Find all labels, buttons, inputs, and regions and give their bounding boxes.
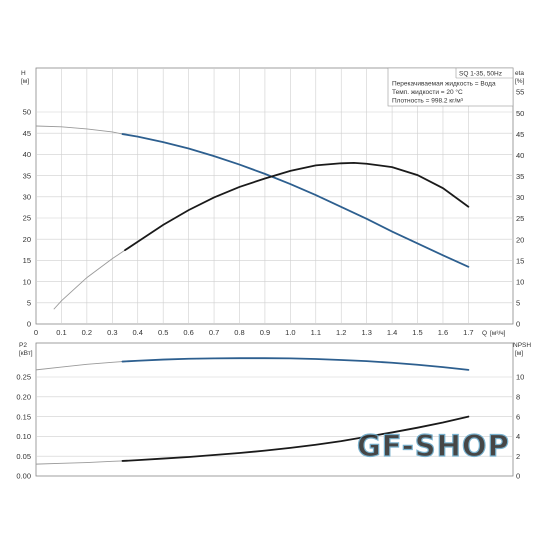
q-tick-label: 0.3 [107, 328, 117, 337]
eta-tick-label: 45 [516, 130, 524, 139]
p2-tick-label: 0.20 [16, 393, 31, 402]
p2-axis-label: P2 [19, 342, 27, 349]
eta-tick-label: 10 [516, 278, 524, 287]
eta-tick-label: 40 [516, 151, 524, 160]
q-tick-label: 0.5 [158, 328, 168, 337]
q-tick-label: 1.5 [412, 328, 422, 337]
h-tick-label: 35 [23, 171, 31, 180]
q-tick-label: 0.9 [260, 328, 270, 337]
q-tick-label: 0.8 [234, 328, 244, 337]
q-tick-label: 1.3 [361, 328, 371, 337]
p2-tick-label: 0.10 [16, 432, 31, 441]
npsh-curve-thin-segment [35, 460, 123, 465]
top-plot-frame [35, 67, 514, 325]
bottom-curves [35, 357, 470, 465]
q-tick-label: 1.0 [285, 328, 295, 337]
q-axis-label: Q [482, 330, 487, 337]
eta-tick-label: 15 [516, 256, 524, 265]
q-tick-label: 1.7 [463, 328, 473, 337]
h-tick-label: 30 [23, 193, 31, 202]
p2-tick-label: 0.25 [16, 373, 31, 382]
q-tick-label: 0.7 [209, 328, 219, 337]
h-tick-label: 0 [27, 320, 31, 329]
q-tick-label: 0 [34, 328, 38, 337]
bottom-axis-labels: 0.00 0.05 0.10 0.15 0.20 0.25 0 2 4 6 8 10 [16, 373, 524, 481]
q-tick-label: 1.2 [336, 328, 346, 337]
watermark-text: GF-SHOP [357, 429, 510, 463]
head-curve [121, 133, 470, 268]
bottom-plot-frame [35, 342, 514, 477]
npsh-tick-label: 2 [516, 452, 520, 461]
bottom-grid [36, 376, 513, 457]
head-curve-thin-segment [35, 125, 123, 135]
chart-title: SQ 1-35, 50Hz [459, 71, 502, 78]
p2-tick-label: 0.15 [16, 412, 31, 421]
npsh-tick-label: 6 [516, 412, 520, 421]
q-tick-label: 0.4 [133, 328, 143, 337]
eta-tick-label: 5 [516, 299, 520, 308]
h-tick-label: 25 [23, 214, 31, 223]
top-axis-labels: 0 0.1 0.2 0.3 0.4 0.5 0.6 0.7 0.8 0.9 1.0 1.1 1.2 1.3… [23, 88, 525, 337]
eta-tick-label: 0 [516, 320, 520, 329]
p2-axis-unit: [кВт] [19, 350, 33, 357]
h-tick-label: 50 [23, 108, 31, 117]
npsh-axis-label: NPSH [513, 342, 531, 349]
npsh-tick-label: 8 [516, 393, 520, 402]
q-tick-label: 0.6 [183, 328, 193, 337]
eta-tick-label: 35 [516, 172, 524, 181]
info-box [387, 67, 514, 107]
info-line-temperature: Темп. жидкости = 20 °C [392, 88, 463, 96]
npsh-curve [121, 415, 470, 462]
eta-tick-label: 20 [516, 235, 524, 244]
h-tick-label: 45 [23, 129, 31, 138]
h-tick-label: 10 [23, 277, 31, 286]
info-line-liquid: Перекачиваемая жидкость = Вода [392, 81, 496, 88]
power-curve [121, 357, 470, 371]
eta-tick-label: 30 [516, 193, 524, 202]
p2-tick-label: 0.00 [16, 472, 31, 481]
q-tick-label: 0.2 [82, 328, 92, 337]
h-tick-label: 5 [27, 299, 31, 308]
q-tick-label: 1.4 [387, 328, 397, 337]
power-curve-thin-segment [35, 361, 123, 371]
efficiency-curve-thin-segment [53, 249, 126, 310]
eta-tick-label: 25 [516, 214, 524, 223]
npsh-tick-label: 10 [516, 373, 524, 382]
npsh-tick-label: 0 [516, 472, 520, 481]
h-tick-label: 20 [23, 235, 31, 244]
info-line-density: Плотность = 998.2 кг/м³ [392, 98, 464, 105]
h-tick-label: 15 [23, 256, 31, 265]
q-tick-label: 0.1 [56, 328, 66, 337]
efficiency-curve [124, 161, 470, 252]
q-tick-label: 1.6 [438, 328, 448, 337]
q-axis-unit: [м³/ч] [490, 330, 506, 337]
eta-axis-unit: [%] [515, 78, 525, 85]
eta-axis-label: eta [515, 70, 524, 77]
npsh-tick-label: 4 [516, 432, 520, 441]
npsh-axis-unit: [м] [515, 350, 523, 357]
top-curves [35, 125, 470, 310]
h-tick-label: 40 [23, 150, 31, 159]
eta-tick-label: 50 [516, 109, 524, 118]
q-tick-label: 1.1 [311, 328, 321, 337]
eta-tick-label: 55 [516, 88, 524, 97]
p2-tick-label: 0.05 [16, 452, 31, 461]
h-axis-label: H [21, 70, 26, 77]
h-axis-unit: [м] [21, 78, 29, 85]
